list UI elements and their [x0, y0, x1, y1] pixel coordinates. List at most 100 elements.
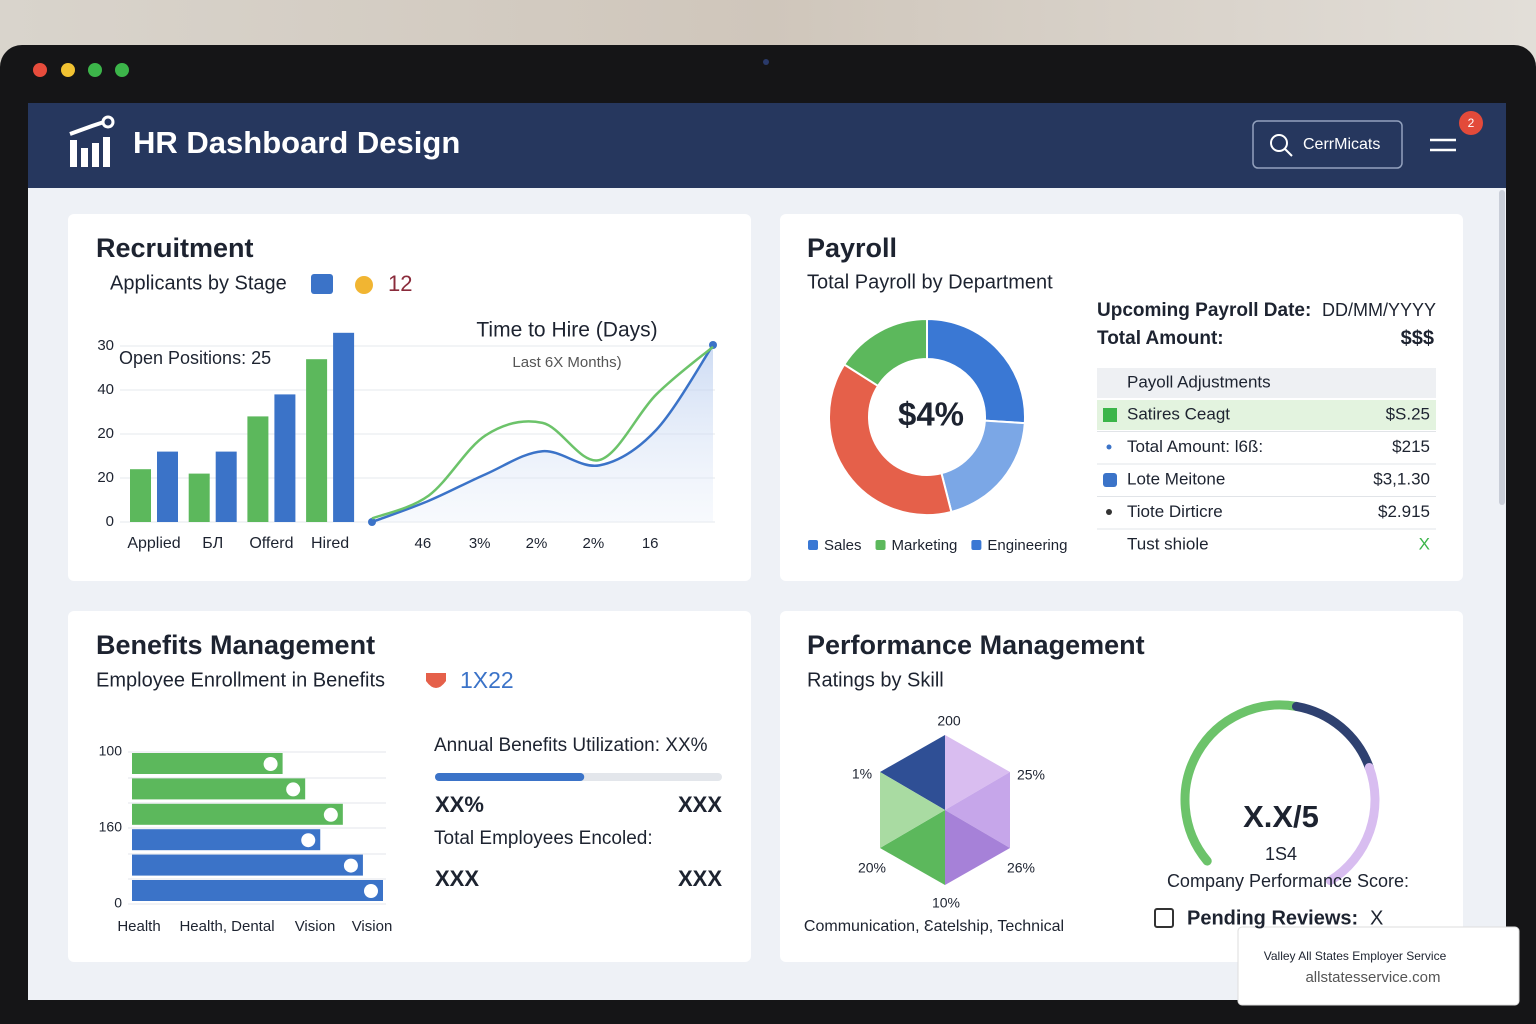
bar	[132, 778, 306, 800]
table-cell: Lote Meitone	[1127, 469, 1225, 488]
search-box[interactable]	[1252, 120, 1403, 169]
y-tick-label: 0	[106, 513, 114, 530]
line-chart-subtitle: Last 6X Months)	[512, 354, 621, 371]
scrollbar	[1499, 190, 1505, 505]
card-title: Benefits Management	[96, 630, 375, 660]
bar-icon	[301, 833, 316, 848]
x-tick-label: Vision	[352, 918, 393, 935]
score-sub: 1S4	[1265, 844, 1297, 864]
score-label: Company Performance Score:	[1167, 871, 1409, 891]
x-tick-label: БЛ	[202, 535, 223, 552]
badge-count: 2	[1468, 116, 1475, 130]
line-chart-title: Time to Hire (Days)	[476, 319, 657, 342]
x-tick-label: 2%	[526, 535, 548, 552]
radar-label: 25%	[1017, 767, 1045, 783]
radar-label: 200	[937, 713, 961, 729]
y-tick-label: 0	[114, 895, 122, 911]
x-tick-label: Health	[117, 918, 160, 935]
bar	[132, 880, 383, 901]
search-icon	[1270, 134, 1288, 152]
x-tick-label: Health, Dental	[179, 918, 274, 935]
watermark-box	[1237, 926, 1520, 1006]
x-tick-label: 46	[414, 535, 431, 552]
card-subtitle: Applicants by Stage	[110, 272, 287, 294]
bar	[130, 469, 151, 522]
app-header	[28, 103, 1506, 188]
window-dot	[61, 63, 75, 77]
table-cell: Tust shiole	[1127, 534, 1209, 553]
search-label: CerrMicats	[1303, 136, 1380, 153]
card-subtitle: Ratings by Skill	[807, 669, 944, 691]
bar	[306, 359, 328, 522]
line-area	[372, 345, 713, 522]
y-tick-label: 160	[99, 819, 123, 835]
legend-label: Sales	[824, 537, 862, 554]
bar	[333, 332, 355, 522]
payroll-amount-value: $$$	[1401, 327, 1434, 349]
watermark-company: Valley All States Employer Service	[1264, 949, 1447, 963]
table-cell: $3,1.30	[1373, 469, 1430, 488]
x-tick-label: Hired	[311, 535, 349, 552]
y-tick-label: 40	[97, 381, 114, 398]
legend-swatch	[971, 540, 982, 550]
radar	[880, 735, 1010, 885]
bar-icon	[263, 757, 278, 771]
open-positions: Open Positions: 25	[119, 348, 271, 368]
x-tick-label: 16	[642, 535, 659, 552]
card-title: Performance Management	[807, 630, 1145, 660]
table-cell: Tiote Dirticre	[1127, 502, 1223, 521]
table-cell: Total Amount: l6ß:	[1127, 437, 1263, 456]
pending-value: X	[1370, 907, 1383, 929]
line	[371, 344, 715, 524]
gauge-arc	[1292, 701, 1374, 773]
bar-icon	[323, 807, 338, 822]
bar	[247, 416, 269, 522]
radar-label: 1%	[852, 766, 872, 782]
window-dot	[115, 63, 129, 77]
payroll-date-value: DD/MM/YYYY	[1322, 300, 1436, 320]
line	[371, 345, 714, 520]
legend-label: Engineering	[987, 537, 1067, 554]
table-cell: Satires Ceagt	[1127, 404, 1230, 423]
bar-icon	[343, 858, 358, 873]
card-title: Payroll	[807, 233, 897, 263]
gauge-arc	[1325, 763, 1380, 886]
donut-segment	[842, 317, 928, 388]
radar-label: 26%	[1007, 860, 1035, 876]
x-tick-label: Offerd	[249, 535, 293, 552]
icons	[311, 274, 1436, 928]
bar	[188, 473, 210, 522]
bar	[132, 829, 321, 851]
y-tick-label: 20	[97, 469, 114, 486]
bar	[132, 803, 343, 825]
logo-icon	[69, 115, 115, 167]
notification-badge	[1459, 111, 1483, 135]
window-dot	[33, 63, 47, 77]
bar	[215, 451, 237, 522]
y-tick-label: 20	[97, 425, 114, 442]
payroll-amount-label: Total Amount:	[1097, 328, 1224, 349]
pending-label: Pending Reviews:	[1187, 907, 1358, 929]
table-cell: X	[1419, 534, 1430, 553]
enrollment-count: 1X22	[460, 667, 514, 693]
table-header: Payoll Adjustments	[1127, 372, 1271, 391]
bar-icon	[364, 884, 378, 898]
x-tick-label: Applied	[127, 535, 180, 552]
x-tick-label: 3%	[469, 535, 491, 552]
stat-value: XXX	[435, 866, 479, 891]
table-cell: $2.915	[1378, 502, 1430, 521]
applicant-count: 12	[388, 271, 412, 296]
line-point	[368, 518, 376, 526]
card	[68, 214, 751, 581]
donut-segment	[926, 317, 1026, 425]
app-title: HR Dashboard Design	[133, 125, 460, 160]
legend-label: Marketing	[892, 537, 958, 554]
x-tick-label: 2%	[582, 535, 604, 552]
x-tick-label: Vision	[295, 918, 336, 935]
card-title: Recruitment	[96, 233, 254, 263]
y-tick-label: 100	[99, 743, 123, 759]
stat-value: XX%	[435, 792, 484, 817]
card-subtitle: Total Payroll by Department	[807, 271, 1053, 293]
menu-icon[interactable]	[1430, 138, 1456, 152]
